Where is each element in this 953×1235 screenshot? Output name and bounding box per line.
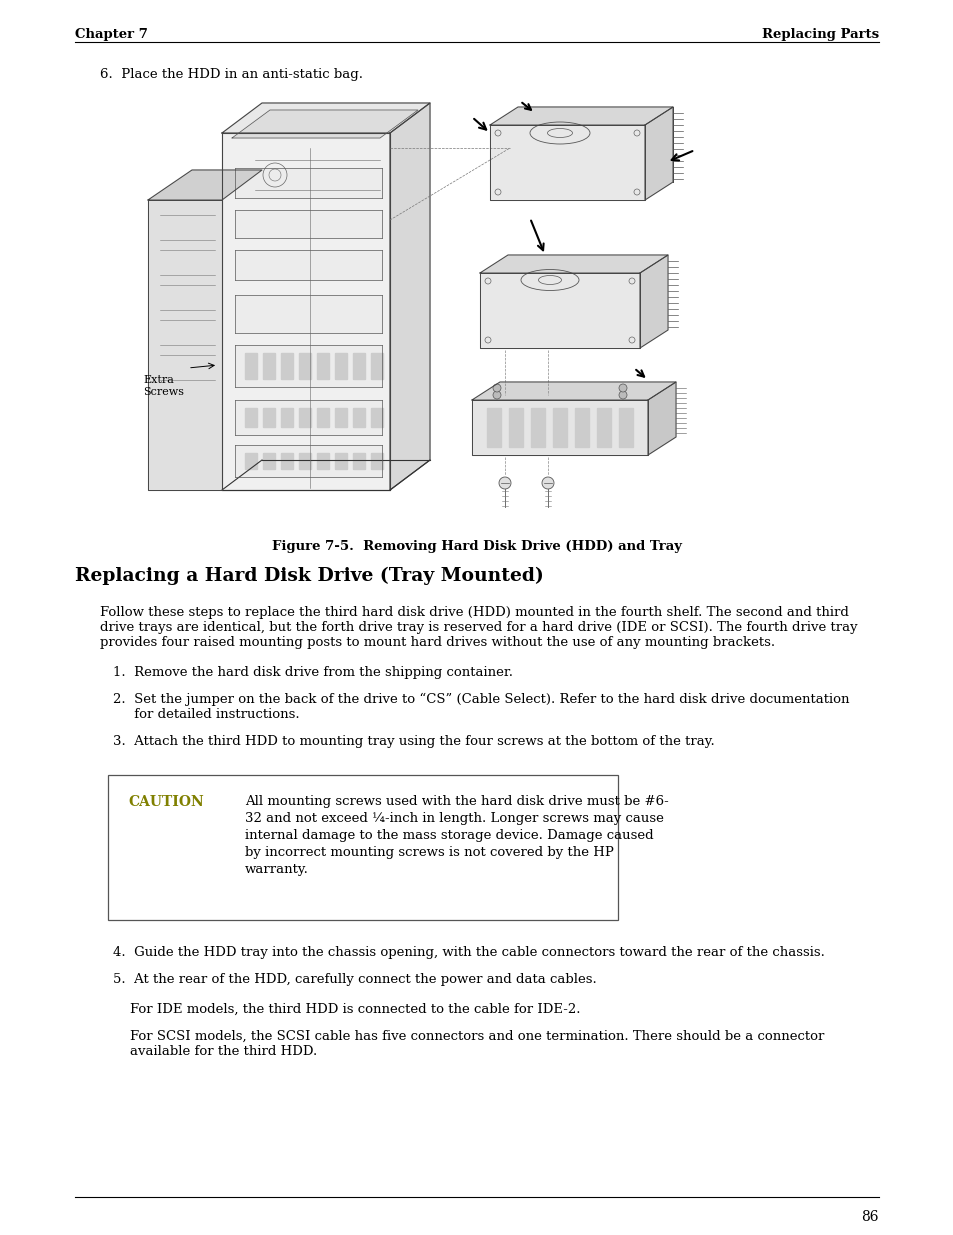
Polygon shape bbox=[479, 273, 639, 348]
Polygon shape bbox=[235, 296, 380, 332]
Circle shape bbox=[493, 384, 500, 391]
Polygon shape bbox=[148, 170, 262, 200]
Polygon shape bbox=[472, 382, 676, 400]
Polygon shape bbox=[371, 353, 382, 379]
Polygon shape bbox=[281, 353, 293, 379]
Text: Figure 7-5.  Removing Hard Disk Drive (HDD) and Tray: Figure 7-5. Removing Hard Disk Drive (HD… bbox=[272, 540, 681, 553]
Polygon shape bbox=[553, 408, 566, 447]
Polygon shape bbox=[263, 353, 274, 379]
Polygon shape bbox=[390, 103, 430, 490]
Circle shape bbox=[618, 391, 626, 399]
Polygon shape bbox=[647, 382, 676, 454]
Polygon shape bbox=[490, 107, 672, 125]
Text: 5.  At the rear of the HDD, carefully connect the power and data cables.: 5. At the rear of the HDD, carefully con… bbox=[112, 973, 597, 986]
Circle shape bbox=[498, 477, 511, 489]
Polygon shape bbox=[245, 408, 256, 427]
Circle shape bbox=[618, 384, 626, 391]
Text: provides four raised mounting posts to mount hard drives without the use of any : provides four raised mounting posts to m… bbox=[100, 636, 774, 650]
Polygon shape bbox=[335, 453, 347, 469]
Polygon shape bbox=[316, 453, 329, 469]
Polygon shape bbox=[281, 453, 293, 469]
Polygon shape bbox=[490, 125, 644, 200]
Text: 6.  Place the HDD in an anti-static bag.: 6. Place the HDD in an anti-static bag. bbox=[100, 68, 363, 82]
Polygon shape bbox=[371, 408, 382, 427]
Polygon shape bbox=[245, 453, 256, 469]
Polygon shape bbox=[232, 110, 417, 138]
Polygon shape bbox=[509, 408, 522, 447]
Polygon shape bbox=[644, 107, 672, 200]
Text: by incorrect mounting screws is not covered by the HP: by incorrect mounting screws is not cove… bbox=[245, 846, 613, 860]
Text: For IDE models, the third HDD is connected to the cable for IDE-2.: For IDE models, the third HDD is connect… bbox=[130, 1003, 579, 1016]
Polygon shape bbox=[353, 408, 365, 427]
Circle shape bbox=[493, 391, 500, 399]
Polygon shape bbox=[263, 408, 274, 427]
Polygon shape bbox=[618, 408, 633, 447]
Polygon shape bbox=[281, 408, 293, 427]
Polygon shape bbox=[472, 400, 647, 454]
Text: 1.  Remove the hard disk drive from the shipping container.: 1. Remove the hard disk drive from the s… bbox=[112, 666, 513, 679]
Text: Replacing a Hard Disk Drive (Tray Mounted): Replacing a Hard Disk Drive (Tray Mounte… bbox=[75, 567, 543, 585]
Polygon shape bbox=[222, 103, 430, 133]
Text: Replacing Parts: Replacing Parts bbox=[761, 28, 878, 41]
Circle shape bbox=[541, 477, 554, 489]
Text: 2.  Set the jumper on the back of the drive to “CS” (Cable Select). Refer to the: 2. Set the jumper on the back of the dri… bbox=[112, 693, 848, 706]
Polygon shape bbox=[353, 453, 365, 469]
Polygon shape bbox=[371, 453, 382, 469]
Text: 4.  Guide the HDD tray into the chassis opening, with the cable connectors towar: 4. Guide the HDD tray into the chassis o… bbox=[112, 946, 824, 960]
Polygon shape bbox=[335, 353, 347, 379]
Text: All mounting screws used with the hard disk drive must be #6-: All mounting screws used with the hard d… bbox=[245, 795, 668, 808]
Polygon shape bbox=[235, 211, 380, 237]
Polygon shape bbox=[597, 408, 610, 447]
Text: 32 and not exceed ¼-inch in length. Longer screws may cause: 32 and not exceed ¼-inch in length. Long… bbox=[245, 811, 663, 825]
Text: for detailed instructions.: for detailed instructions. bbox=[112, 708, 299, 721]
Polygon shape bbox=[235, 401, 380, 433]
Polygon shape bbox=[298, 453, 311, 469]
Polygon shape bbox=[575, 408, 588, 447]
Polygon shape bbox=[235, 446, 380, 475]
Polygon shape bbox=[235, 251, 380, 279]
Polygon shape bbox=[639, 254, 667, 348]
Text: Extra
Screws: Extra Screws bbox=[143, 375, 184, 396]
Text: Follow these steps to replace the third hard disk drive (HDD) mounted in the fou: Follow these steps to replace the third … bbox=[100, 606, 848, 619]
Polygon shape bbox=[335, 408, 347, 427]
Polygon shape bbox=[245, 353, 256, 379]
Text: warranty.: warranty. bbox=[245, 863, 309, 876]
Text: CAUTION: CAUTION bbox=[128, 795, 204, 809]
Polygon shape bbox=[316, 408, 329, 427]
Text: available for the third HDD.: available for the third HDD. bbox=[130, 1045, 317, 1058]
Polygon shape bbox=[298, 353, 311, 379]
Text: 3.  Attach the third HDD to mounting tray using the four screws at the bottom of: 3. Attach the third HDD to mounting tray… bbox=[112, 735, 714, 748]
Polygon shape bbox=[263, 453, 274, 469]
Bar bbox=[108, 776, 618, 920]
Text: drive trays are identical, but the forth drive tray is reserved for a hard drive: drive trays are identical, but the forth… bbox=[100, 621, 857, 634]
Polygon shape bbox=[235, 346, 380, 387]
Polygon shape bbox=[235, 169, 380, 198]
Text: Chapter 7: Chapter 7 bbox=[75, 28, 148, 41]
Polygon shape bbox=[222, 133, 390, 490]
Text: 86: 86 bbox=[861, 1210, 878, 1224]
Text: internal damage to the mass storage device. Damage caused: internal damage to the mass storage devi… bbox=[245, 829, 653, 842]
Polygon shape bbox=[148, 200, 222, 490]
Polygon shape bbox=[316, 353, 329, 379]
Polygon shape bbox=[353, 353, 365, 379]
Polygon shape bbox=[486, 408, 500, 447]
Text: For SCSI models, the SCSI cable has five connectors and one termination. There s: For SCSI models, the SCSI cable has five… bbox=[130, 1030, 823, 1044]
Polygon shape bbox=[298, 408, 311, 427]
Polygon shape bbox=[531, 408, 544, 447]
Polygon shape bbox=[479, 254, 667, 273]
